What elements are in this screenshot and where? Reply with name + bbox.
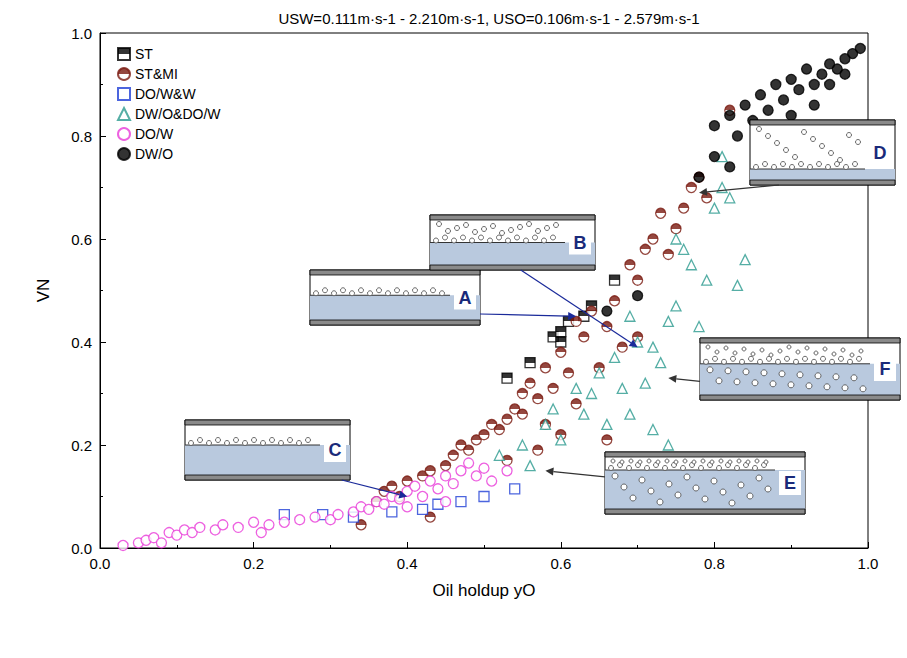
- svg-text:0.4: 0.4: [71, 334, 92, 351]
- svg-text:0.0: 0.0: [71, 540, 92, 557]
- svg-text:Oil holdup yO: Oil holdup yO: [433, 581, 536, 600]
- svg-text:A: A: [459, 288, 472, 308]
- svg-text:ST&MI: ST&MI: [135, 66, 178, 82]
- svg-text:DW/O: DW/O: [135, 146, 173, 162]
- svg-text:DO/W&W: DO/W&W: [135, 86, 196, 102]
- svg-text:0.2: 0.2: [71, 437, 92, 454]
- svg-text:DW/O&DO/W: DW/O&DO/W: [135, 106, 221, 122]
- svg-text:USW=0.111m·s-1 - 2.210m·s-1, U: USW=0.111m·s-1 - 2.210m·s-1, USO=0.106m·…: [278, 10, 699, 27]
- svg-text:F: F: [880, 359, 891, 379]
- svg-text:0.6: 0.6: [71, 231, 92, 248]
- svg-text:ST: ST: [135, 46, 153, 62]
- svg-text:E: E: [784, 473, 796, 493]
- svg-text:C: C: [329, 440, 342, 460]
- svg-text:0.8: 0.8: [71, 128, 92, 145]
- svg-text:DO/W: DO/W: [135, 126, 174, 142]
- svg-text:B: B: [574, 233, 587, 253]
- svg-text:0.0: 0.0: [90, 555, 111, 572]
- svg-text:VN: VN: [34, 279, 53, 303]
- svg-text:0.8: 0.8: [704, 555, 725, 572]
- svg-text:D: D: [874, 143, 887, 163]
- svg-text:0.2: 0.2: [243, 555, 264, 572]
- svg-text:1.0: 1.0: [858, 555, 879, 572]
- svg-text:0.4: 0.4: [397, 555, 418, 572]
- svg-text:0.6: 0.6: [550, 555, 571, 572]
- svg-text:1.0: 1.0: [71, 25, 92, 42]
